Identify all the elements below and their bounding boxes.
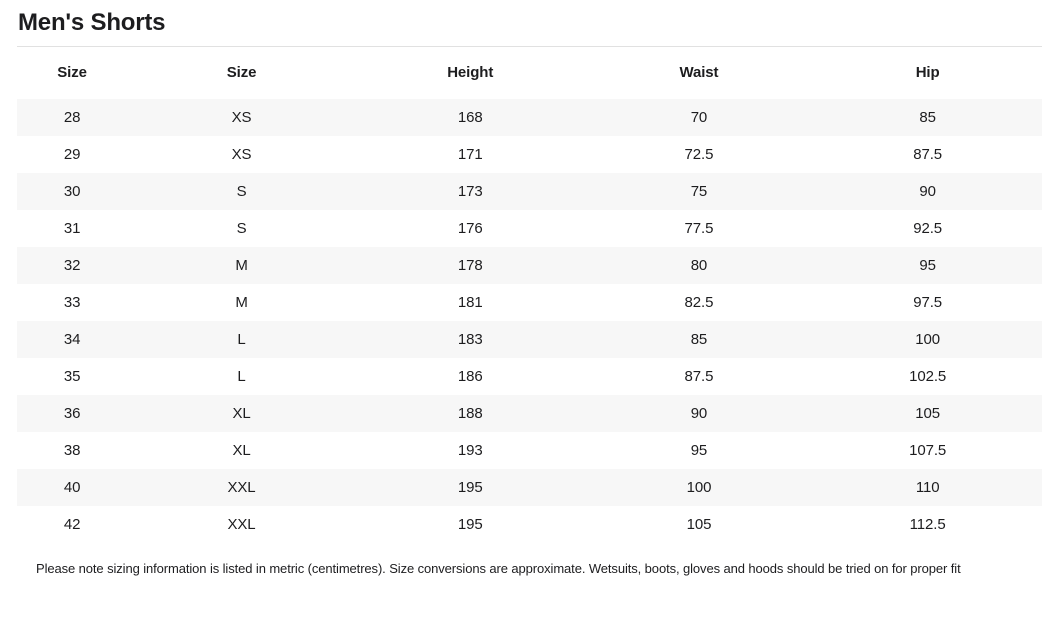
- size-table-body: 28 XS 168 70 85 29 XS 171 72.5 87.5 30 S 173 75 90 31 S 1…: [17, 98, 1042, 543]
- table-cell: 36: [63, 404, 81, 422]
- table-cell: 85: [919, 108, 936, 126]
- table-row: 35 L 186 87.5 102.5: [17, 358, 1042, 395]
- table-cell: L: [237, 330, 246, 348]
- table-cell: 35: [63, 367, 81, 385]
- table-row: 32 M 178 80 95: [17, 246, 1042, 284]
- table-cell: 95: [690, 441, 708, 459]
- table-cell: 33: [63, 293, 81, 311]
- size-chart-table: Size Size Height Waist Hip 28 XS 168 70 85 29 XS 17…: [17, 47, 1042, 543]
- table-row: 38 XL 193 95 107.5: [17, 432, 1042, 469]
- column-header-1: Size: [226, 64, 257, 82]
- table-cell: 110: [915, 478, 940, 496]
- table-cell: XXL: [227, 515, 256, 533]
- table-cell: 72.5: [684, 145, 714, 163]
- table-row: 33 M 181 82.5 97.5: [17, 284, 1042, 321]
- table-cell: 82.5: [684, 293, 714, 311]
- table-cell: 186: [457, 367, 483, 385]
- table-cell: 42: [63, 515, 81, 533]
- table-cell: 193: [457, 441, 483, 459]
- table-cell: M: [235, 256, 248, 274]
- table-cell: 77.5: [684, 219, 714, 237]
- table-cell: L: [237, 367, 246, 385]
- table-cell: 102.5: [909, 367, 947, 385]
- table-cell: XXL: [227, 478, 256, 496]
- table-cell: S: [236, 182, 247, 200]
- table-cell: 75: [690, 182, 708, 200]
- divider: [17, 45, 1042, 47]
- column-header-2: Height: [447, 64, 494, 82]
- table-row: 29 XS 171 72.5 87.5: [17, 136, 1042, 173]
- table-cell: 32: [63, 256, 81, 274]
- table-cell: 100: [686, 478, 712, 496]
- table-cell: 90: [690, 404, 708, 422]
- table-cell: 95: [919, 256, 936, 274]
- table-cell: 29: [63, 145, 81, 163]
- size-table-header-row: Size Size Height Waist Hip: [17, 47, 1042, 99]
- table-cell: 183: [457, 330, 483, 348]
- table-cell: 100: [915, 330, 941, 348]
- table-cell: 97.5: [913, 293, 943, 311]
- table-row: 28 XS 168 70 85: [17, 98, 1042, 136]
- table-cell: 38: [63, 441, 81, 459]
- table-cell: 90: [919, 182, 936, 200]
- table-cell: 34: [63, 330, 81, 348]
- sizing-footnote: Please note sizing information is listed…: [36, 560, 961, 576]
- table-cell: 85: [690, 330, 708, 348]
- table-cell: S: [236, 219, 247, 237]
- column-header-4: Hip: [915, 64, 940, 82]
- table-cell: 40: [63, 478, 81, 496]
- table-cell: 87.5: [684, 367, 714, 385]
- table-cell: 105: [915, 404, 941, 422]
- column-header-0: Size: [57, 64, 87, 82]
- table-cell: 92.5: [913, 219, 943, 237]
- table-row: 36 XL 188 90 105: [17, 394, 1042, 432]
- table-cell: 195: [457, 515, 483, 533]
- table-row: 34 L 183 85 100: [17, 320, 1042, 358]
- table-cell: XL: [232, 441, 251, 459]
- table-row: 40 XXL 195 100 110: [17, 468, 1042, 506]
- table-cell: 176: [457, 219, 483, 237]
- table-cell: 173: [457, 182, 483, 200]
- table-cell: 168: [457, 108, 483, 126]
- table-cell: M: [235, 293, 248, 311]
- table-cell: 105: [686, 515, 712, 533]
- table-cell: 107.5: [909, 441, 947, 459]
- table-cell: XL: [232, 404, 251, 422]
- table-row: 30 S 173 75 90: [17, 172, 1042, 210]
- table-cell: 87.5: [913, 145, 943, 163]
- size-chart-page: Men's Shorts Size Size Height Waist Hip 28 XS…: [0, 9, 1061, 579]
- table-cell: 30: [63, 182, 81, 200]
- table-cell: 195: [457, 478, 483, 496]
- page-title: Men's Shorts: [18, 9, 166, 36]
- table-cell: 188: [457, 404, 483, 422]
- table-cell: 31: [63, 219, 81, 237]
- table-cell: 28: [63, 108, 81, 126]
- table-cell: 70: [690, 108, 708, 126]
- table-cell: 181: [457, 293, 483, 311]
- table-row: 42 XXL 195 105 112.5: [17, 506, 1042, 543]
- table-cell: 80: [690, 256, 708, 274]
- table-row: 31 S 176 77.5 92.5: [17, 210, 1042, 247]
- table-cell: 112.5: [909, 515, 946, 533]
- column-header-3: Waist: [679, 64, 719, 82]
- table-cell: 171: [457, 145, 483, 163]
- table-cell: 178: [457, 256, 483, 274]
- table-cell: XS: [231, 108, 252, 126]
- size-table-head: Size Size Height Waist Hip: [17, 47, 1042, 99]
- table-cell: XS: [231, 145, 252, 163]
